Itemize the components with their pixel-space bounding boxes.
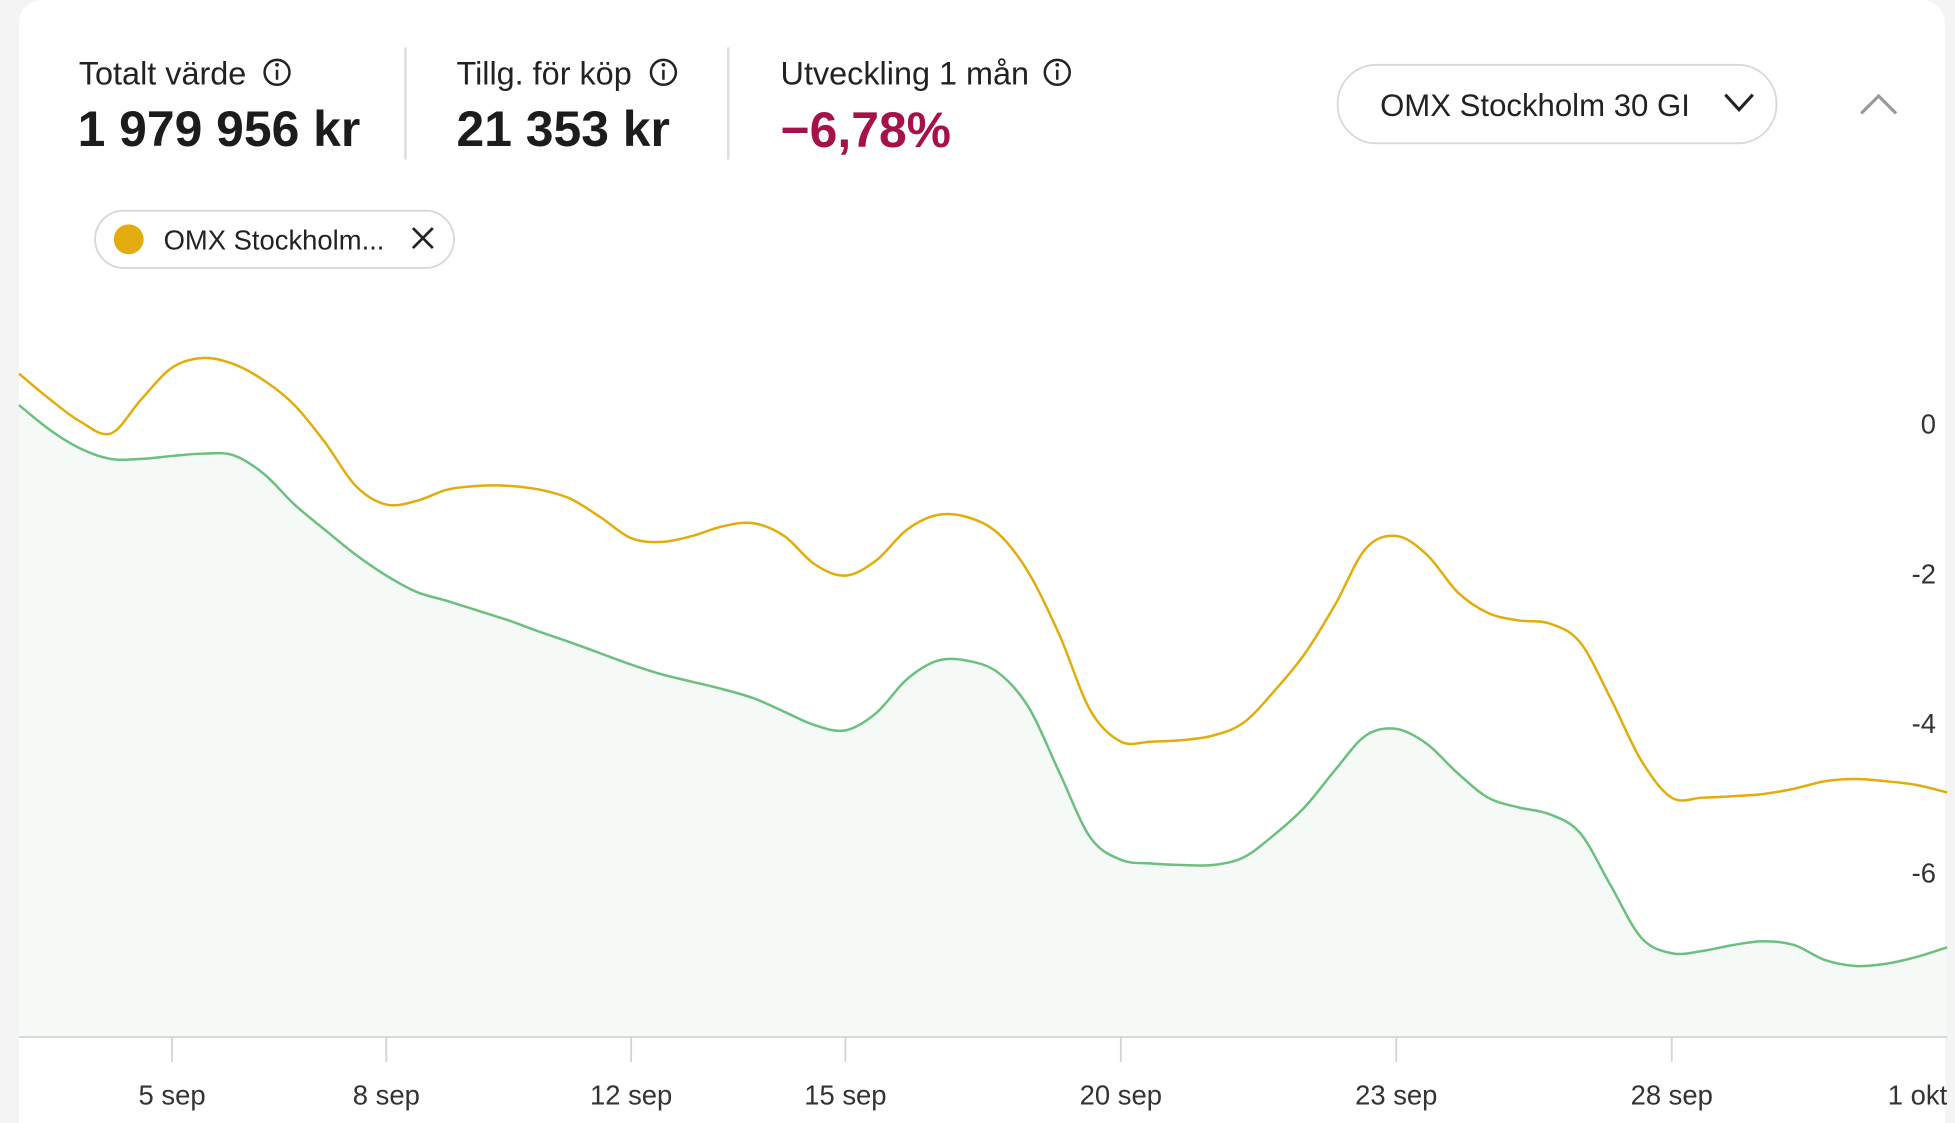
x-tick-label: 28 sep [1631,1079,1713,1110]
legend-label: OMX Stockholm... [164,224,385,255]
x-tick-label: 23 sep [1355,1079,1437,1110]
info-icon[interactable] [1043,58,1071,87]
y-tick-label: -2 [1912,558,1936,589]
development-value: −6,78% [781,102,951,158]
x-tick-label: 8 sep [353,1079,420,1110]
dropdown-text: OMX Stockholm 30 GI [1380,88,1690,123]
total-label: Totalt värde [79,56,246,92]
y-tick-label: 0 [1921,409,1936,440]
total-value: 1 979 956 kr [78,101,361,157]
legend-dot [113,224,144,255]
info-icon[interactable] [263,58,291,87]
series-line [18,356,1948,802]
development-label: Utveckling 1 mån [781,56,1029,92]
available-label: Tillg. för köp [457,56,632,92]
area [19,405,1948,1037]
x-tick-label: 15 sep [804,1079,886,1110]
y-tick-label: -4 [1912,708,1936,739]
x-tick-label: 12 sep [590,1079,672,1110]
x-tick-label: 5 sep [139,1079,206,1110]
available-value: 21 353 kr [457,101,670,157]
x-tick-label: 20 sep [1080,1079,1162,1110]
y-tick-label: -6 [1912,857,1936,888]
info-icon[interactable] [649,58,678,87]
x-tick-label: 1 okt [1888,1079,1948,1110]
legend-chip[interactable]: OMX Stockholm... [94,209,455,269]
series-line [18,404,1948,968]
collapse-button[interactable] [1860,93,1898,115]
index-dropdown[interactable]: OMX Stockholm 30 GI [1336,63,1778,145]
